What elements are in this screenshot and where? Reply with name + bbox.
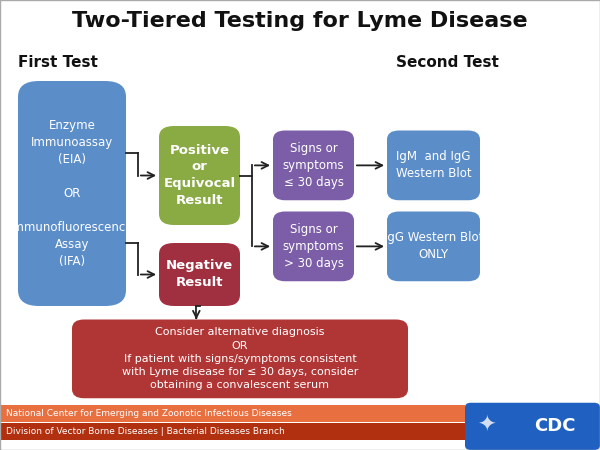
Text: Division of Vector Borne Diseases | Bacterial Diseases Branch: Division of Vector Borne Diseases | Bact… [6,427,285,436]
Text: Signs or
symptoms
≤ 30 days: Signs or symptoms ≤ 30 days [283,142,344,189]
FancyBboxPatch shape [465,403,600,450]
FancyBboxPatch shape [273,130,354,200]
Text: First Test: First Test [18,55,98,70]
Text: National Center for Emerging and Zoonotic Infectious Diseases: National Center for Emerging and Zoonoti… [6,409,292,418]
Text: Two-Tiered Testing for Lyme Disease: Two-Tiered Testing for Lyme Disease [72,11,528,31]
FancyBboxPatch shape [273,212,354,281]
FancyBboxPatch shape [0,405,465,422]
Text: IgM  and IgG
Western Blot: IgM and IgG Western Blot [395,150,472,180]
FancyBboxPatch shape [159,243,240,306]
Text: Second Test: Second Test [396,55,499,70]
FancyBboxPatch shape [159,126,240,225]
Text: Signs or
symptoms
> 30 days: Signs or symptoms > 30 days [283,223,344,270]
FancyBboxPatch shape [72,320,408,398]
Text: IgG Western Blot
ONLY: IgG Western Blot ONLY [384,231,483,261]
Text: Negative
Result: Negative Result [166,260,233,289]
Text: Consider alternative diagnosis
OR
If patient with signs/symptoms consistent
with: Consider alternative diagnosis OR If pat… [122,328,358,390]
Text: Positive
or
Equivocal
Result: Positive or Equivocal Result [163,144,236,207]
Text: ✦: ✦ [476,416,496,436]
FancyBboxPatch shape [387,212,480,281]
FancyBboxPatch shape [387,130,480,200]
FancyBboxPatch shape [18,81,126,306]
Text: CDC: CDC [534,417,576,435]
FancyBboxPatch shape [0,423,465,440]
Text: Enzyme
Immunoassay
(EIA)

OR

Immunofluorescence
Assay
(IFA): Enzyme Immunoassay (EIA) OR Immunofluore… [10,119,134,268]
